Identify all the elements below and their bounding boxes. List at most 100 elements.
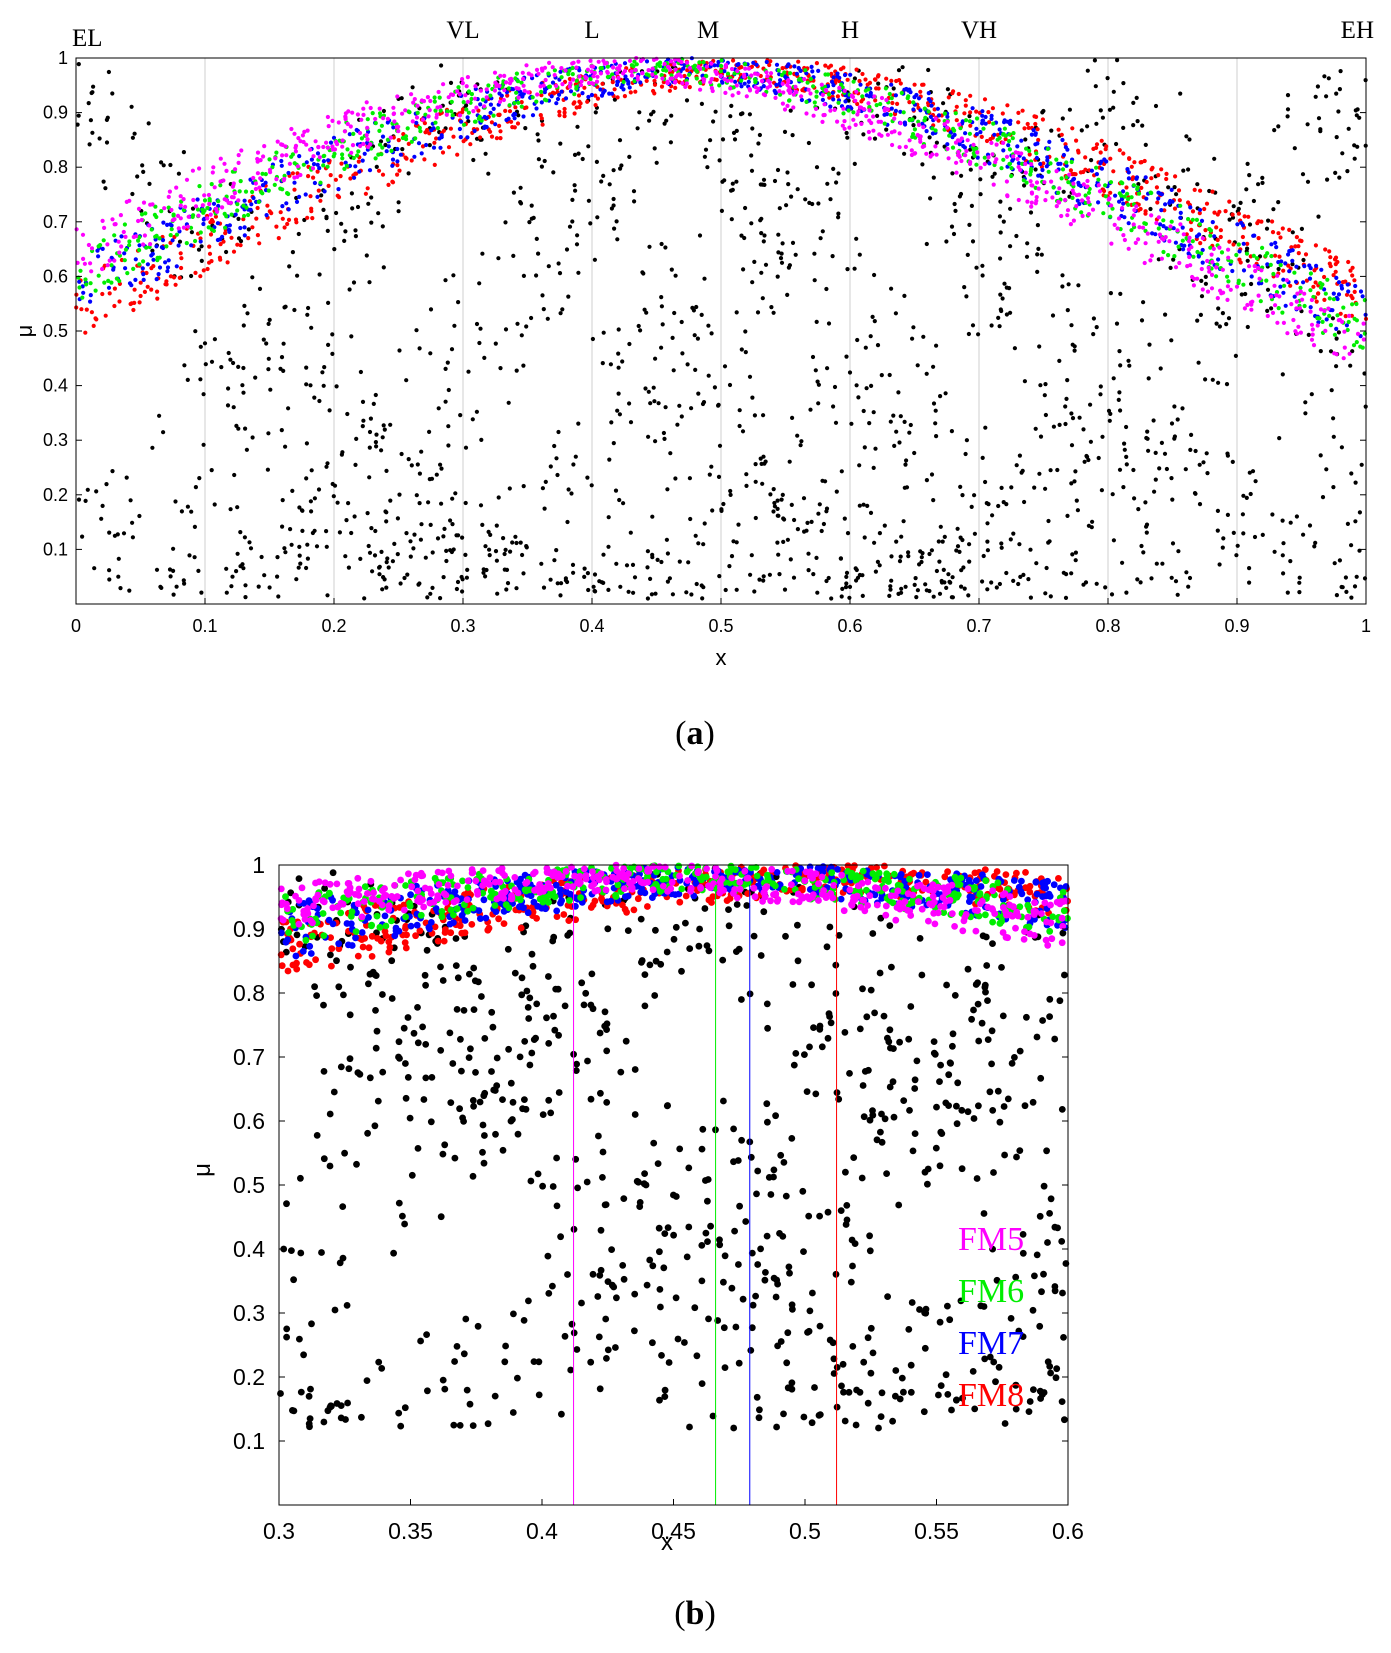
chart-a-point xyxy=(970,106,975,111)
chart-a-point xyxy=(123,266,128,271)
chart-a-point xyxy=(1070,126,1075,131)
chart-a-point xyxy=(266,356,271,361)
chart-a-point xyxy=(1217,245,1222,250)
chart-a-point xyxy=(403,134,409,139)
chart-a-point xyxy=(1249,281,1254,287)
chart-a-point xyxy=(851,110,856,115)
chart-a-point xyxy=(526,71,531,76)
chart-b-point xyxy=(641,971,649,978)
chart-a-point xyxy=(1326,306,1331,311)
chart-a-point xyxy=(150,248,155,253)
chart-a-point xyxy=(1088,439,1093,444)
chart-a-point xyxy=(764,59,769,65)
chart-a-point xyxy=(1188,205,1193,210)
chart-a-point xyxy=(954,118,959,123)
chart-b-point xyxy=(467,1045,474,1053)
chart-a-point xyxy=(929,548,935,553)
chart-a-point xyxy=(1300,297,1305,302)
chart-a-point xyxy=(1031,128,1036,133)
chart-a-point xyxy=(1339,445,1344,450)
chart-a-point xyxy=(920,121,925,126)
chart-a-point xyxy=(154,567,160,572)
chart-a-point xyxy=(141,169,146,174)
chart-a-point xyxy=(438,145,443,150)
chart-a-point xyxy=(127,198,132,203)
chart-a-point xyxy=(1304,278,1309,283)
chart-a-point xyxy=(1153,450,1158,455)
chart-a-point xyxy=(916,119,921,124)
chart-a-point xyxy=(687,65,693,71)
chart-a-point xyxy=(381,116,386,121)
chart-a-point xyxy=(734,540,739,545)
chart-a-point xyxy=(246,236,251,241)
chart-a-point xyxy=(498,366,503,371)
chart-a-point xyxy=(1241,282,1246,287)
chart-a-point xyxy=(294,577,299,582)
chart-a-point xyxy=(574,84,579,90)
chart-a-point xyxy=(1173,174,1178,179)
chart-a-point xyxy=(854,67,859,72)
chart-a-point xyxy=(847,125,852,130)
chart-a-point xyxy=(409,158,414,163)
chart-a-points xyxy=(74,56,1369,601)
chart-a-point xyxy=(590,64,596,69)
chart-b-point xyxy=(339,1203,347,1210)
chart-a-point xyxy=(91,323,96,328)
chart-a-point xyxy=(771,310,776,315)
chart-a-point xyxy=(551,170,556,175)
chart-a-point xyxy=(348,124,353,129)
chart-a-point xyxy=(1083,155,1088,160)
chart-a-point xyxy=(753,479,758,484)
chart-a-point xyxy=(1164,171,1169,176)
chart-b-point xyxy=(728,1284,736,1292)
chart-a-point xyxy=(310,530,315,536)
chart-a-point xyxy=(1334,135,1339,140)
chart-a-point xyxy=(912,82,917,87)
chart-a-point xyxy=(356,159,361,164)
chart-a-point xyxy=(80,232,86,237)
chart-a-point xyxy=(441,128,446,133)
chart-a-point xyxy=(662,61,667,67)
chart-a-point xyxy=(425,127,430,133)
chart-a-point xyxy=(600,81,605,86)
chart-a-point xyxy=(374,164,379,169)
chart-a-point xyxy=(526,90,531,95)
chart-a-point xyxy=(958,126,963,131)
chart-a-point xyxy=(156,272,161,277)
chart-a-point xyxy=(931,594,936,599)
chart-a-point xyxy=(1212,156,1217,161)
chart-a-point xyxy=(857,105,863,110)
chart-a-point xyxy=(564,247,570,252)
chart-a-point xyxy=(400,111,405,116)
chart-a-point xyxy=(872,77,878,82)
chart-a-point xyxy=(479,437,484,442)
chart-a-point xyxy=(1035,252,1040,257)
chart-a-point xyxy=(1230,215,1236,220)
chart-a-point xyxy=(937,559,942,564)
chart-a-point xyxy=(1323,247,1328,252)
chart-a-point xyxy=(841,106,846,111)
chart-a-point xyxy=(150,445,155,450)
chart-a-point xyxy=(1251,233,1256,238)
chart-a-point xyxy=(816,511,821,516)
chart-a-point xyxy=(178,203,183,208)
chart-a-point xyxy=(671,368,676,373)
chart-a-point xyxy=(317,155,322,160)
chart-a-point xyxy=(257,286,263,291)
chart-a-point xyxy=(109,263,114,268)
chart-a-point xyxy=(1148,206,1153,212)
chart-a-point xyxy=(871,410,876,415)
chart-a-point xyxy=(1044,190,1049,195)
chart-a-point xyxy=(292,161,297,166)
chart-a-point xyxy=(123,247,129,252)
chart-a-point xyxy=(793,84,798,89)
chart-a-point xyxy=(1178,222,1183,227)
chart-a-point xyxy=(103,313,108,318)
chart-b-point xyxy=(505,1045,512,1053)
chart-a-point xyxy=(1076,192,1082,197)
chart-a-point xyxy=(286,217,292,222)
chart-a-point xyxy=(792,64,797,69)
chart-a-point xyxy=(1294,306,1299,311)
chart-a-point xyxy=(1125,191,1130,196)
chart-a-point xyxy=(1159,440,1164,445)
